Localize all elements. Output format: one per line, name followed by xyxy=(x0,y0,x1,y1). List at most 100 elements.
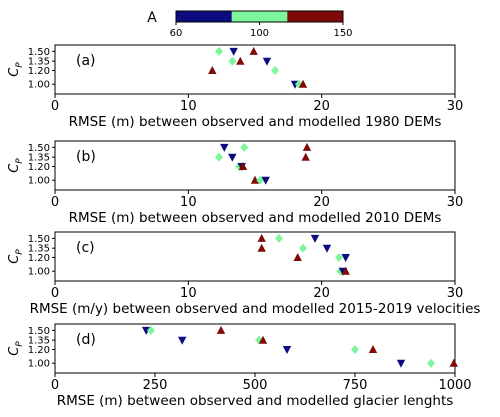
y-axis-label: CP xyxy=(7,249,25,264)
data-point xyxy=(216,325,226,334)
y-tick-label: 1.50 xyxy=(28,47,50,58)
colorbar-tick-label: 100 xyxy=(250,28,269,39)
data-point xyxy=(258,335,268,344)
x-tick-label: 0 xyxy=(51,99,59,114)
data-point xyxy=(240,142,249,152)
data-point xyxy=(301,152,310,161)
x-axis-label: RMSE (m) between observed and modelled 2… xyxy=(69,210,442,226)
colorbar-segment xyxy=(176,11,232,22)
data-point xyxy=(257,243,266,252)
colorbar-tick-label: 150 xyxy=(333,28,352,39)
y-tick-label: 1.20 xyxy=(28,162,50,173)
x-axis-label: RMSE (m) between observed and modelled 1… xyxy=(69,114,442,130)
colorbar: A 60 100 150 xyxy=(147,10,352,39)
y-axis-label: CP xyxy=(7,158,25,173)
panel: 1.00 1.201.351.50 0 10 20 30 RMSE (m) between … xyxy=(7,44,464,130)
data-point xyxy=(310,234,320,243)
data-point xyxy=(341,254,350,262)
x-tick-label: 0 xyxy=(51,286,59,301)
axes-frame xyxy=(54,140,456,191)
data-point xyxy=(229,47,238,56)
panel-label: (b) xyxy=(76,149,96,165)
data-point xyxy=(215,152,223,162)
data-point xyxy=(236,56,245,65)
data-point xyxy=(250,175,260,184)
x-tick-label: 10 xyxy=(180,99,197,114)
y-axis-label: CP xyxy=(7,62,25,77)
data-point xyxy=(228,56,237,66)
y-tick-label: 1.00 xyxy=(28,176,50,187)
x-tick-label: 750 xyxy=(343,378,368,393)
data-point xyxy=(147,325,155,335)
data-point xyxy=(178,336,187,345)
x-tick-label: 250 xyxy=(143,378,168,393)
y-tick-label: 1.00 xyxy=(28,267,50,278)
y-tick-label: 1.50 xyxy=(28,143,50,154)
x-tick-label: 30 xyxy=(447,286,464,301)
data-point xyxy=(220,143,229,152)
y-tick-label: 1.35 xyxy=(28,57,50,68)
y-tick-label: 1.35 xyxy=(28,336,50,347)
data-point xyxy=(427,358,435,368)
data-point xyxy=(335,253,343,262)
y-tick-label: 1.35 xyxy=(28,153,50,164)
data-point xyxy=(351,345,359,354)
data-point xyxy=(341,266,350,275)
colorbar-label: A xyxy=(147,10,157,26)
data-point xyxy=(238,162,248,170)
colorbar-segment xyxy=(287,11,344,22)
data-point xyxy=(215,46,223,56)
x-tick-label: 10 xyxy=(180,195,197,210)
data-point xyxy=(302,142,312,151)
data-point xyxy=(142,326,151,335)
x-tick-label: 30 xyxy=(447,99,464,114)
data-point xyxy=(368,345,378,353)
axes-frame xyxy=(54,44,456,95)
y-tick-label: 1.00 xyxy=(28,359,50,370)
data-point xyxy=(261,176,270,185)
y-tick-label: 1.20 xyxy=(28,66,50,77)
panel-label: (a) xyxy=(76,53,96,69)
x-tick-label: 0 xyxy=(51,195,59,210)
data-point xyxy=(396,359,406,368)
data-point xyxy=(262,57,272,66)
data-point xyxy=(271,66,279,75)
y-tick-label: 1.50 xyxy=(28,234,50,245)
x-tick-label: 500 xyxy=(243,378,268,393)
colorbar-segment xyxy=(231,11,288,22)
y-tick-label: 1.00 xyxy=(28,80,50,91)
y-tick-label: 1.20 xyxy=(28,345,50,356)
data-point xyxy=(298,79,308,88)
x-axis-label: RMSE (m/y) between observed and modelled… xyxy=(30,301,481,317)
panel-label: (d) xyxy=(76,332,96,348)
x-tick-label: 1000 xyxy=(438,378,471,393)
data-point xyxy=(228,153,237,162)
x-tick-label: 20 xyxy=(313,195,330,210)
data-point xyxy=(275,233,283,243)
y-tick-label: 1.20 xyxy=(28,253,50,264)
y-tick-label: 1.50 xyxy=(28,326,50,337)
data-point xyxy=(322,244,332,253)
data-point xyxy=(293,253,302,261)
x-tick-label: 20 xyxy=(313,99,330,114)
data-point xyxy=(282,346,292,354)
data-point xyxy=(208,66,217,74)
x-tick-label: 20 xyxy=(313,286,330,301)
x-tick-label: 0 xyxy=(51,378,59,393)
y-tick-label: 1.35 xyxy=(28,244,50,255)
data-point xyxy=(299,243,307,253)
x-tick-label: 10 xyxy=(180,286,197,301)
axes-frame xyxy=(54,231,456,282)
axes-frame xyxy=(54,323,456,374)
data-point xyxy=(249,46,258,55)
colorbar-tick-label: 60 xyxy=(170,28,183,39)
x-axis-label: RMSE (m) between observed and modelled g… xyxy=(57,393,454,409)
panel: 1.00 1.201.351.50 0 10 20 30 RMSE (m) between … xyxy=(7,140,464,226)
data-point xyxy=(257,233,266,242)
y-axis-label: CP xyxy=(7,341,25,356)
x-tick-label: 30 xyxy=(447,195,464,210)
